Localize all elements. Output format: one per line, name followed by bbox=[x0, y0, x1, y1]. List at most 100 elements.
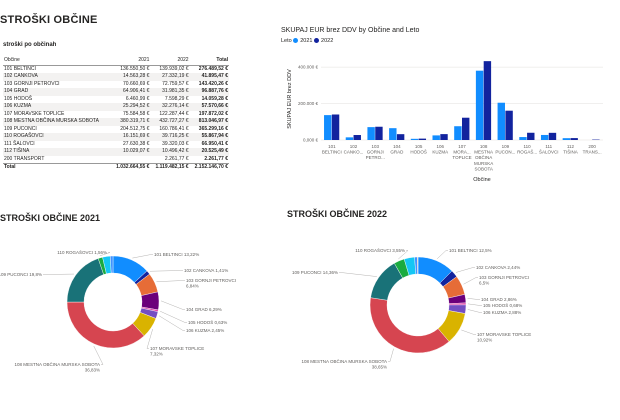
data-label: 106 KUZMA 2,88% bbox=[483, 310, 521, 315]
column-header-total[interactable]: Total bbox=[189, 57, 229, 66]
total-2022: 1.119.482,15 € bbox=[150, 163, 190, 172]
donut-slice[interactable] bbox=[66, 258, 104, 303]
cell-obcina: 107 MORAVSKE TOPLICE bbox=[4, 110, 65, 117]
bar-2021[interactable] bbox=[345, 137, 354, 140]
bar-2021[interactable] bbox=[562, 138, 571, 140]
table-row[interactable]: 110 ROGAŠOVCI 16.151,69 €39.716,25 €55.86… bbox=[3, 133, 229, 141]
bar-2022[interactable] bbox=[548, 132, 557, 140]
bar-2022[interactable] bbox=[570, 138, 578, 140]
bar-chart[interactable]: 0,000 € 200.000 € 400.000 € SKUPAJ EUR brez… bbox=[281, 48, 611, 188]
donut-slice[interactable] bbox=[369, 297, 450, 354]
bar-2022[interactable] bbox=[440, 134, 448, 140]
bar-2022[interactable] bbox=[462, 117, 470, 140]
table-row[interactable]: 200 TRANSPORT 2.261,77 € 2.261,77 € bbox=[3, 156, 229, 164]
bar-2022[interactable] bbox=[375, 126, 383, 140]
x-tick-label: OBČINA bbox=[475, 154, 492, 160]
table-row[interactable]: 108 MESTNA OBČINA MURSKA SOBOTA 380.319,7… bbox=[3, 118, 229, 126]
cell-2021: 64.906,41 € bbox=[111, 88, 151, 96]
cell-total: 96.887,76 € bbox=[189, 88, 229, 96]
table-row[interactable]: 112 TIŠINA 10.029,07 €10.496,42 €20.525,4… bbox=[3, 148, 229, 156]
legend-title: Leto bbox=[281, 38, 292, 44]
cell-2021: 27.630,38 € bbox=[123, 140, 150, 147]
y-tick-label: 200.000 € bbox=[298, 101, 319, 106]
x-tick-label: 102 bbox=[350, 144, 358, 149]
table-row[interactable]: 103 GORNJI PETROVCI 70.660,69 € 72.759,57 … bbox=[3, 81, 229, 89]
bar-2021[interactable] bbox=[475, 70, 484, 140]
cell-2021 bbox=[111, 156, 150, 164]
bar-2021[interactable] bbox=[540, 134, 549, 140]
bar-2021[interactable] bbox=[519, 137, 527, 140]
bar-2021[interactable] bbox=[389, 128, 397, 140]
donut-slice[interactable] bbox=[66, 301, 145, 349]
table-row[interactable]: 101 BELTINCI 136.550,50 € 139.939,02 € 276.… bbox=[3, 65, 229, 73]
data-label-leader bbox=[467, 303, 482, 306]
table-row[interactable]: 102 CANKOVA 14.563,28 €27.332,19 €41.895,… bbox=[3, 73, 229, 81]
table-row[interactable]: 107 MORAVSKE TOPLICE 75.584,58 € 122.287,4… bbox=[3, 111, 229, 119]
bar-2022[interactable] bbox=[483, 61, 492, 140]
donut-chart-2022[interactable]: 101 BELTINCI 12,5% 102 CANKOVA 2,44% 103 G… bbox=[287, 232, 587, 382]
table-row[interactable]: 109 PUCONCI 204.512,75 € 160.786,41 € 365.2… bbox=[3, 126, 229, 134]
bar-2022[interactable] bbox=[418, 138, 427, 140]
costs-table[interactable]: Občine 2021 2022 Total 101 BELTINCI 136.5… bbox=[3, 57, 229, 172]
data-label: 108 MESTNA OBČINA MURSKA SOBOTA 36,83% bbox=[15, 361, 100, 373]
data-label-leader bbox=[93, 345, 104, 365]
data-label-leader bbox=[467, 309, 482, 313]
data-label-leader bbox=[461, 329, 476, 335]
column-header-obcine[interactable]: Občine bbox=[3, 57, 112, 66]
total-sum: 2.152.146,70 € bbox=[189, 163, 229, 172]
data-label-leader bbox=[339, 272, 377, 277]
bar-2022[interactable] bbox=[527, 132, 535, 140]
data-label: 108 MESTNA OBČINA MURSKA SOBOTA 38,65% bbox=[302, 358, 387, 370]
bar-2022[interactable] bbox=[396, 134, 405, 140]
table-row[interactable]: 104 GRAD 64.906,41 €31.981,35 €96.887,76 … bbox=[3, 88, 229, 96]
table-row[interactable]: 111 ŠALOVCI 27.630,38 € 39.320,03 € 66.950,… bbox=[3, 141, 229, 149]
bar-2022[interactable] bbox=[331, 114, 340, 141]
bar-2021[interactable] bbox=[324, 115, 332, 140]
cell-2021: 75.584,58 € bbox=[123, 110, 150, 117]
cell-obcina: 108 MESTNA OBČINA MURSKA SOBOTA bbox=[3, 118, 112, 126]
bar-2021[interactable] bbox=[497, 102, 505, 140]
data-label-leader bbox=[455, 267, 475, 273]
data-label: 105 HODOŠ 0,68% bbox=[483, 302, 522, 308]
x-tick-label: 103 bbox=[371, 144, 379, 149]
cell-obcina: 112 TIŠINA bbox=[3, 148, 112, 156]
x-tick-label: MESTNA bbox=[474, 150, 493, 155]
table-row[interactable]: 105 HODOŠ 6.460,99 € 7.598,29 € 14.059,28 € bbox=[3, 96, 229, 104]
cell-obcina: 104 GRAD bbox=[3, 88, 112, 96]
bar-2021[interactable] bbox=[410, 138, 419, 140]
bar-2022[interactable] bbox=[353, 135, 361, 140]
x-tick-label: 107 bbox=[458, 144, 466, 149]
cell-obcina: 109 PUCONCI bbox=[4, 125, 37, 132]
x-tick-label: ŠALOVCI bbox=[539, 149, 559, 155]
bar-2021[interactable] bbox=[432, 135, 440, 140]
pie-2022-title: STROŠKI OBČINE 2022 bbox=[287, 209, 388, 219]
data-label-leader bbox=[149, 270, 183, 272]
donut-slice[interactable] bbox=[417, 256, 419, 275]
data-label-leader bbox=[160, 300, 185, 310]
data-label-leader bbox=[156, 280, 185, 282]
data-label: 106 KUZMA 2,45% bbox=[186, 328, 224, 333]
x-tick-label: TRANS... bbox=[583, 150, 602, 155]
cell-2022: 72.759,57 € bbox=[162, 80, 189, 87]
column-header-2022[interactable]: 2022 bbox=[150, 57, 190, 66]
cell-obcina: 106 KUZMA bbox=[3, 103, 112, 111]
column-header-2021[interactable]: 2021 bbox=[111, 57, 151, 66]
legend-item-2022[interactable]: 2022 bbox=[314, 38, 333, 44]
data-label: 107 MORAVSKE TOPLICE 7,32% bbox=[150, 346, 204, 357]
cell-obcina: 103 GORNJI PETROVCI bbox=[4, 80, 60, 87]
cell-2021: 25.294,52 € bbox=[111, 103, 151, 111]
cell-2022: 27.332,19 € bbox=[150, 73, 190, 81]
bar-2021[interactable] bbox=[454, 126, 462, 140]
bar-2021[interactable] bbox=[367, 127, 375, 140]
page-title: STROŠKI OBČINE bbox=[0, 14, 98, 26]
table-row[interactable]: 106 KUZMA 25.294,52 €32.276,14 €57.570,66… bbox=[3, 103, 229, 111]
legend-item-2021[interactable]: 2021 bbox=[293, 38, 313, 44]
bar-2022[interactable] bbox=[505, 110, 513, 140]
donut-slice[interactable] bbox=[109, 255, 114, 274]
cell-2021: 16.151,69 € bbox=[111, 133, 151, 141]
data-label: 107 MORAVSKE TOPLICE 10,92% bbox=[477, 332, 531, 343]
cell-total: 55.867,94 € bbox=[189, 133, 229, 141]
x-tick-label: MURSKA bbox=[474, 161, 493, 166]
donut-chart-2021[interactable]: 101 BELTINCI 13,22% 102 CANKOVA 1,41% 103 … bbox=[0, 232, 280, 382]
pie-2021-title: STROŠKI OBČINE 2021 bbox=[0, 213, 101, 223]
